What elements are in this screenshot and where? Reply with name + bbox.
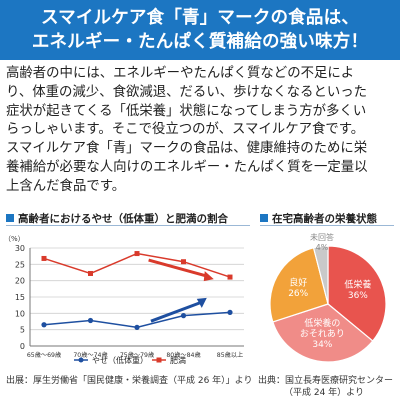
y-tick-label: 10 [15,309,25,318]
data-point [134,324,140,330]
slice-value-label: 34% [312,340,332,350]
thin-trend-arrow [150,301,201,323]
data-point [41,255,47,261]
body-line: 養補給が必要な人向けのエネルギー・たんぱく質を一定量以 [6,159,368,175]
slice-value-label: 4% [316,243,329,252]
y-tick-label: 30 [15,244,25,253]
obese-trend-arrow [148,258,208,278]
pie-slice [312,245,329,305]
x-tick-label: 70歳～74歳 [73,351,107,359]
pie-chart-source-2: （平成 24 年）より [284,388,364,398]
square-bullet-icon [260,214,268,222]
slice-name-label: 低栄養の [304,317,340,329]
x-tick-label: 85歳以上 [217,351,243,359]
header-line-2: エネルギー・たんぱく質補給の強い味方！ [31,32,369,52]
data-point [227,309,233,315]
body-line: スマイルケア食「青」マークの食品は、健康維持のために栄 [6,141,368,157]
body-line: り、体重の減少、食欲減退、だるい、歩けなくなるといった [6,84,368,100]
data-point [87,317,94,324]
square-bullet-icon [6,214,14,222]
line-chart-title-text: 高齢者におけるやせ（低体重）と肥満の割合 [18,213,228,225]
legend-thin-label: やせ（低体重） [92,355,148,365]
pie-slice [269,247,329,323]
pie-chart-title: 在宅高齢者の栄養状態 [260,211,377,226]
slice-name-label: 低栄養 [344,279,371,291]
line-chart: （%） 0 5 10 15 20 25 30 65歳～69歳 70歳～74歳 75歳～79歳 80歳～… [4,235,244,365]
body-line: らっしゃいます。そこで役立つのが、スマイルケア食です。 [6,122,365,138]
body-line: 症状が起きてくる「低栄養」状態になってしまう方が多くい [6,103,367,119]
pie-chart-source-1: 出典：国立長寿医療研究センター [258,376,394,386]
header-banner: スマイルケア食「青」マークの食品は、 エネルギー・たんぱく質補給の強い味方！ [0,0,400,60]
y-tick-label: 20 [15,277,25,286]
legend-obese-marker [156,357,162,363]
y-tick-label: 0 [20,342,25,351]
slice-value-label: 26% [288,289,308,299]
thin-trend-arrowhead [196,297,207,308]
body-line: 高齢者の中には、エネルギーやたんぱく質などの不足によ [6,66,355,81]
slice-name-label: おそれあり [300,328,345,339]
slice-name-label: 未回答 [310,232,334,242]
data-point [88,270,93,276]
slice-name-label: 良好 [289,276,307,288]
body-line: 上含んだ食品です。 [6,178,126,194]
data-point [181,259,186,265]
body-paragraph: 高齢者の中には、エネルギーやたんぱく質などの不足によ り、体重の減少、食欲減退、… [6,65,396,197]
pie-chart-divider [260,225,394,226]
x-tick-label: 65歳～69歳 [27,351,61,359]
header-line-1: スマイルケア食「青」マークの食品は、 [40,8,360,28]
y-axis-unit: （%） [4,235,25,243]
data-point [41,322,47,328]
pie-slice [327,245,387,342]
line-chart-divider [6,225,250,226]
pie-chart-title-text: 在宅高齢者の栄養状態 [272,213,377,225]
data-point [134,251,140,257]
slice-value-label: 36% [348,291,368,301]
y-tick-label: 15 [15,293,25,302]
data-point [227,274,233,280]
line-chart-title: 高齢者におけるやせ（低体重）と肥満の割合 [6,211,228,226]
pie-slice [272,303,374,363]
x-tick-label: 75歳～79歳 [120,351,154,359]
legend-obese-label: 肥満 [170,356,186,365]
legend-thin-marker [78,357,84,363]
x-tick-label: 80歳～84歳 [166,351,200,359]
line-chart-source: 出展：厚生労働省「国民健康・栄養調査（平成 26 年）」より [6,376,253,386]
y-tick-label: 5 [20,326,25,335]
data-point [180,313,187,319]
obese-trend-arrowhead [203,271,214,282]
y-tick-label: 25 [15,260,25,269]
